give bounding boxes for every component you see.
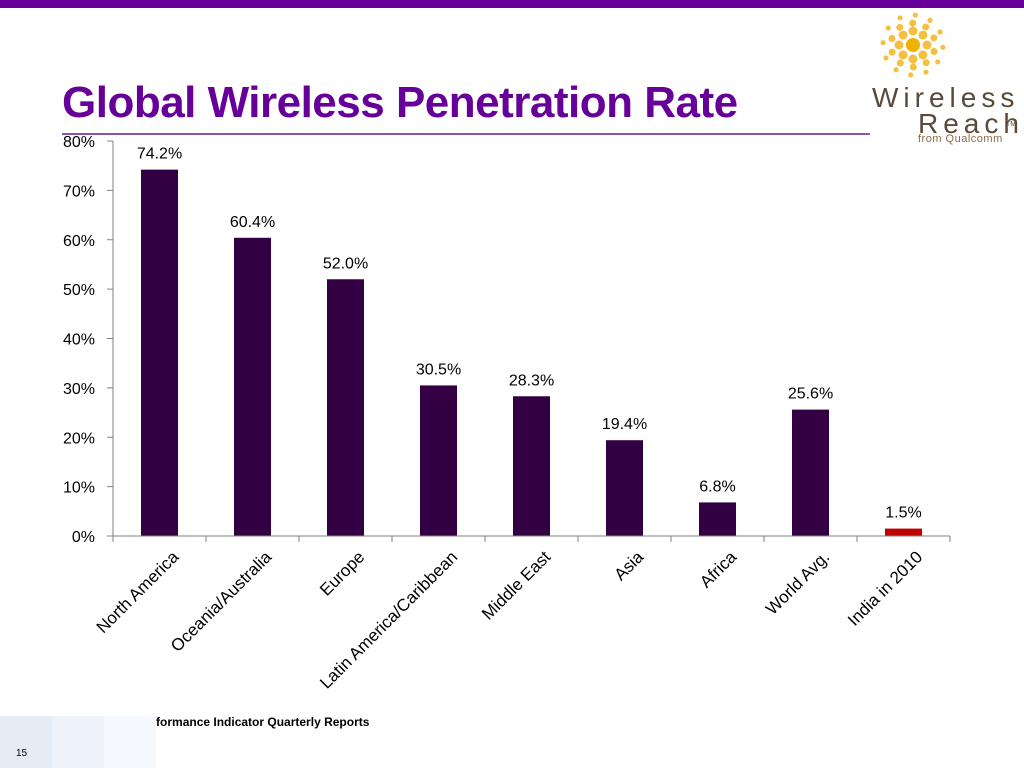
x-tick-label: Oceania/Australia [167,547,276,656]
footer-block [104,716,156,768]
bar [792,409,829,536]
title-underline [62,133,870,135]
data-label: 60.4% [230,214,275,231]
x-tick-label: Asia [611,547,648,584]
slide-title: Global Wireless Penetration Rate [62,78,738,127]
y-tick-label: 80% [63,134,95,151]
bar [234,237,271,536]
data-label: 1.5% [885,505,921,522]
y-tick-label: 70% [63,183,95,200]
y-tick-label: 60% [63,233,95,250]
footer-decoration [0,716,156,768]
data-label: 52.0% [323,255,368,272]
data-label: 30.5% [416,361,461,378]
bar [327,279,364,536]
x-tick-label: Africa [696,547,741,592]
bars [141,169,922,536]
bar [699,502,736,536]
data-labels: 74.2% 60.4% 52.0% 30.5% 28.3% 19.4% 6.8% 25.6% 1… [137,146,922,522]
footer-block [52,716,104,768]
sun-dots-icon [880,12,946,78]
y-tick-label: 0% [72,529,95,546]
bar [420,385,457,536]
logo-trademark: TM [1006,121,1017,128]
logo-word-wireless: Wireless [872,82,1020,113]
y-axis: 0% 10% 20% 30% 40% 50% 60% 70% 80% [63,134,114,546]
y-tick-label: 20% [63,430,95,447]
logo-word-reach: Reach [918,108,1024,139]
y-tick-label: 40% [63,332,95,349]
x-tick-label: Europe [316,547,368,599]
top-accent-bar [0,0,1024,8]
x-tick-label: India in 2010 [844,547,926,629]
logo-subtitle: from Qualcomm [918,133,1003,145]
data-label: 28.3% [509,372,554,389]
x-tick-label: World Avg. [762,547,833,618]
bar [513,396,550,536]
page-number: 15 [16,748,28,759]
bar [885,528,922,536]
data-label: 25.6% [788,386,833,403]
x-tick-label: Middle East [478,547,554,623]
wireless-reach-logo: Wireless Reach TM from Qualcomm [866,8,1020,148]
y-tick-label: 50% [63,282,95,299]
data-label: 6.8% [699,478,735,495]
bar [141,169,178,536]
x-tick-label: North America [93,547,183,637]
data-label: 19.4% [602,416,647,433]
footer-block [0,716,52,768]
y-tick-label: 30% [63,381,95,398]
y-tick-label: 10% [63,480,95,497]
bar [606,440,643,536]
data-label: 74.2% [137,146,182,163]
